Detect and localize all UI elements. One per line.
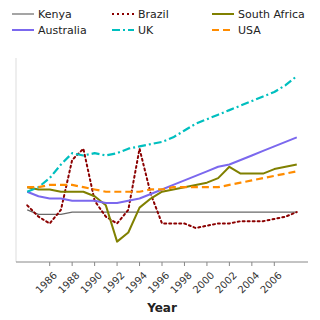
x-tick — [49, 262, 50, 266]
legend: Kenya Brazil South Africa Australia UK USA — [12, 8, 305, 37]
x-tick-label: 1994 — [123, 270, 149, 296]
x-tick-label: 1998 — [168, 270, 194, 296]
series-line — [27, 149, 297, 228]
x-tick — [206, 262, 207, 266]
series-line — [27, 137, 297, 203]
lines — [27, 76, 297, 241]
legend-label: South Africa — [238, 8, 305, 21]
background — [0, 0, 320, 320]
x-tick-label: 1996 — [146, 270, 172, 296]
x-tick — [72, 262, 73, 266]
x-tick-label: 1988 — [56, 270, 82, 296]
legend-swatch — [212, 29, 234, 31]
chart: 1986198819901992199419961998200020022004… — [0, 0, 320, 320]
x-tick — [139, 262, 140, 266]
legend-label: UK — [138, 24, 154, 37]
series-line — [27, 210, 297, 215]
x-tick — [184, 262, 185, 266]
legend-swatch — [12, 13, 34, 14]
legend-label: Kenya — [38, 8, 72, 21]
x-tick — [117, 262, 118, 266]
x-tick — [94, 262, 95, 266]
x-tick-label: 2006 — [258, 270, 284, 296]
x-tick-label: 2000 — [191, 270, 217, 296]
x-tick — [274, 262, 275, 266]
legend-label: Brazil — [138, 8, 169, 21]
x-tick-label: 2004 — [236, 270, 262, 296]
x-ticks: 1986198819901992199419961998200020022004… — [33, 262, 283, 296]
legend-label: Australia — [38, 24, 87, 37]
x-tick-label: 2002 — [213, 270, 239, 296]
x-tick-label: 1990 — [78, 270, 104, 296]
legend-swatch — [112, 13, 134, 15]
x-tick — [229, 262, 230, 266]
legend-swatch — [212, 13, 234, 15]
legend-label: USA — [238, 24, 261, 37]
x-tick-label: 1992 — [101, 270, 127, 296]
x-tick — [162, 262, 163, 266]
legend-swatch — [112, 29, 134, 31]
x-tick-label: 1986 — [33, 270, 59, 296]
series-line — [27, 76, 297, 192]
x-axis-label: Year — [146, 301, 177, 315]
y-axis-line — [16, 58, 17, 262]
legend-swatch — [12, 29, 34, 31]
x-tick — [251, 262, 252, 266]
series-line — [27, 165, 297, 242]
series-line — [27, 171, 297, 191]
